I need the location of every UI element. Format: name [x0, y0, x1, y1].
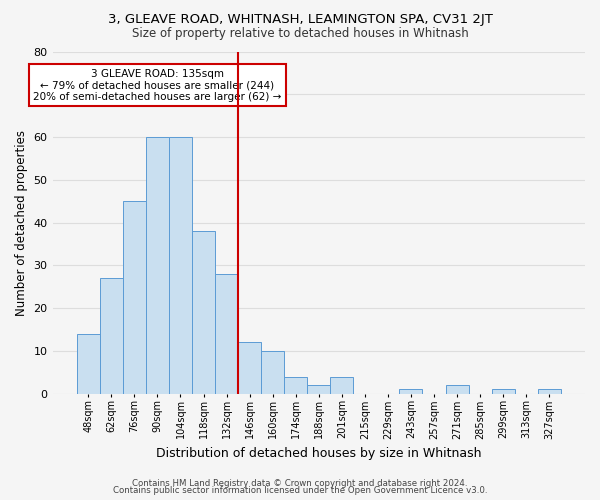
Text: 3 GLEAVE ROAD: 135sqm
← 79% of detached houses are smaller (244)
20% of semi-det: 3 GLEAVE ROAD: 135sqm ← 79% of detached …	[33, 68, 281, 102]
Bar	[284, 376, 307, 394]
Text: Size of property relative to detached houses in Whitnash: Size of property relative to detached ho…	[131, 28, 469, 40]
Bar	[215, 274, 238, 394]
Bar	[330, 376, 353, 394]
Bar	[261, 351, 284, 394]
Y-axis label: Number of detached properties: Number of detached properties	[15, 130, 28, 316]
Text: 3, GLEAVE ROAD, WHITNASH, LEAMINGTON SPA, CV31 2JT: 3, GLEAVE ROAD, WHITNASH, LEAMINGTON SPA…	[107, 12, 493, 26]
Bar	[169, 137, 192, 394]
Bar	[238, 342, 261, 394]
Bar	[123, 201, 146, 394]
Text: Contains public sector information licensed under the Open Government Licence v3: Contains public sector information licen…	[113, 486, 487, 495]
Bar	[446, 385, 469, 394]
Bar	[538, 390, 561, 394]
Bar	[146, 137, 169, 394]
X-axis label: Distribution of detached houses by size in Whitnash: Distribution of detached houses by size …	[156, 447, 482, 460]
Text: Contains HM Land Registry data © Crown copyright and database right 2024.: Contains HM Land Registry data © Crown c…	[132, 478, 468, 488]
Bar	[400, 390, 422, 394]
Bar	[491, 390, 515, 394]
Bar	[77, 334, 100, 394]
Bar	[307, 385, 330, 394]
Bar	[192, 231, 215, 394]
Bar	[100, 278, 123, 394]
